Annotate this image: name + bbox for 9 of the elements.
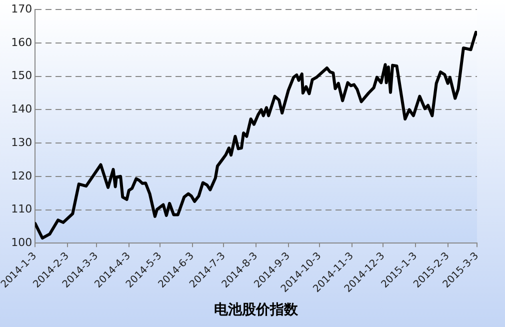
x-axis-title: 电池股价指数: [214, 302, 300, 318]
y-tick-label: 140: [11, 102, 32, 116]
y-tick-label: 110: [11, 202, 32, 216]
y-tick-label: 170: [11, 2, 32, 16]
y-tick-label: 130: [11, 136, 32, 149]
y-tick-label: 150: [11, 69, 32, 82]
y-tick-label: 160: [11, 36, 32, 49]
y-tick-label: 120: [11, 169, 32, 182]
y-tick-label: 100: [11, 236, 32, 249]
